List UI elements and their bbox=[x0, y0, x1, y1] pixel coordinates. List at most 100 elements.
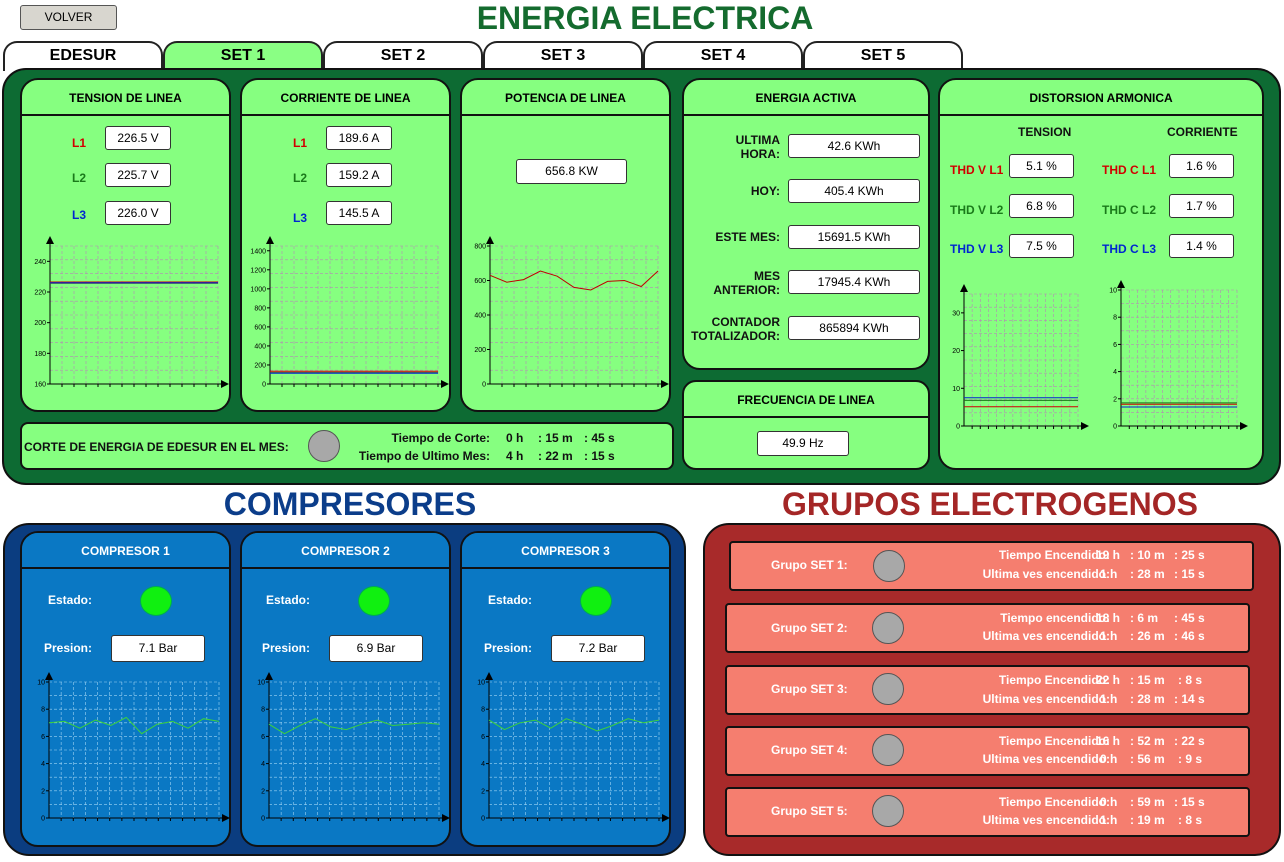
grupo-set-4-a-h: 16 h bbox=[1096, 734, 1121, 748]
corriente-l1-label: L1 bbox=[293, 136, 308, 150]
grupo-set-2-label-b: Ultima ves encendido: bbox=[982, 629, 1110, 643]
distorsion-tension-header: TENSION bbox=[1018, 125, 1072, 139]
compresor-3-presion-value: 7.2 Bar bbox=[551, 635, 645, 662]
chart-y-tick-label: 220 bbox=[34, 290, 46, 297]
thd-tension-chart: 0 10 20 30 bbox=[952, 284, 1089, 431]
compresor-1-title: COMPRESOR 1 bbox=[22, 533, 229, 569]
grupo-set-3-b-h: 1 h bbox=[1100, 692, 1118, 706]
chart-series-line bbox=[488, 718, 660, 732]
corriente-l2-value: 159.2 A bbox=[326, 163, 392, 187]
grupo-set-2-a-s: : 45 s bbox=[1174, 611, 1205, 625]
chart-y-tick-label: 2 bbox=[41, 788, 45, 795]
grupo-set-5-label-b: Ultima ves encendido: bbox=[982, 813, 1110, 827]
compresor-2-presion-value: 6.9 Bar bbox=[329, 635, 423, 662]
corte-bar bbox=[20, 422, 674, 470]
chart-x-axis-arrow bbox=[661, 380, 669, 388]
chart-y-axis-arrow bbox=[46, 236, 54, 244]
chart-y-tick-label: 6 bbox=[1113, 342, 1117, 349]
tab-set-3[interactable]: SET 3 bbox=[483, 41, 643, 71]
frecuencia-title: FRECUENCIA DE LINEA bbox=[684, 382, 928, 418]
chart-x-axis-arrow bbox=[441, 380, 449, 388]
chart-y-axis-arrow bbox=[960, 284, 968, 292]
thd-v-l3-label: THD V L3 bbox=[950, 242, 1004, 256]
compresor-1-presion-label: Presion: bbox=[44, 641, 93, 655]
grupo-set-1-label-a: Tiempo Encendido: bbox=[998, 548, 1110, 562]
potencia-value: 656.8 KW bbox=[516, 159, 627, 184]
page-title: ENERGIA ELECTRICA bbox=[476, 0, 814, 36]
compresor-1-chart: 0 2 4 6 8 10 bbox=[37, 672, 230, 823]
chart-y-tick-label: 0 bbox=[262, 382, 266, 389]
tab-set-5[interactable]: SET 5 bbox=[803, 41, 963, 71]
chart-y-tick-label: 200 bbox=[34, 320, 46, 327]
chart-x-axis-arrow bbox=[1240, 422, 1248, 430]
chart-y-tick-label: 10 bbox=[952, 386, 960, 393]
grupo-set-4-label-a: Tiempo Encendido: bbox=[998, 734, 1110, 748]
chart-y-tick-label: 160 bbox=[34, 382, 46, 389]
grupo-set-4-a-m: : 52 m bbox=[1130, 734, 1165, 748]
compresor-3-title: COMPRESOR 3 bbox=[462, 533, 669, 569]
grupo-set-3-status-indicator bbox=[872, 673, 904, 705]
distorsion-corriente-header: CORRIENTE bbox=[1167, 125, 1238, 139]
energia-contador-label: CONTADOR TOTALIZADOR: bbox=[691, 315, 780, 343]
thd-c-l1-label: THD C L1 bbox=[1102, 163, 1156, 177]
tab-set-4[interactable]: SET 4 bbox=[643, 41, 803, 71]
tab-set-1[interactable]: SET 1 bbox=[163, 41, 323, 71]
volver-button[interactable]: VOLVER bbox=[20, 5, 117, 30]
chart-y-axis-arrow bbox=[485, 672, 493, 680]
compresor-2-estado-label: Estado: bbox=[266, 593, 311, 607]
grupo-set-2-a-m: : 6 m bbox=[1130, 611, 1159, 625]
tiempo-ultimo-h: 4 h bbox=[506, 449, 524, 463]
tab-edesur[interactable]: EDESUR bbox=[3, 41, 163, 71]
frecuencia-value: 49.9 Hz bbox=[757, 431, 849, 456]
chart-y-tick-label: 8 bbox=[41, 707, 45, 714]
grupo-set-2-a-h: 18 h bbox=[1096, 611, 1121, 625]
chart-series-line bbox=[268, 718, 440, 735]
grupo-set-3-b-s: : 14 s bbox=[1174, 692, 1205, 706]
grupo-set-3-card bbox=[725, 665, 1250, 715]
thd-v-l3-value: 7.5 % bbox=[1009, 234, 1074, 258]
energia-hoy-label: HOY: bbox=[750, 184, 780, 198]
grupo-set-5-status-indicator bbox=[872, 795, 904, 827]
chart-y-axis-arrow bbox=[265, 672, 273, 680]
chart-y-tick-label: 600 bbox=[474, 278, 486, 285]
tab-set-2[interactable]: SET 2 bbox=[323, 41, 483, 71]
chart-y-tick-label: 0 bbox=[41, 816, 45, 823]
grupo-set-1-b-s: : 15 s bbox=[1174, 567, 1205, 581]
chart-y-tick-label: 2 bbox=[1113, 396, 1117, 403]
compresor-1-presion-value: 7.1 Bar bbox=[111, 635, 205, 662]
compresor-1-status-led bbox=[140, 586, 172, 616]
thd-v-l1-label: THD V L1 bbox=[950, 163, 1004, 177]
chart-y-tick-label: 10 bbox=[37, 680, 45, 687]
chart-y-tick-label: 4 bbox=[1113, 369, 1117, 376]
grupo-set-4-b-s: : 9 s bbox=[1178, 752, 1203, 766]
compresor-2-presion-label: Presion: bbox=[262, 641, 311, 655]
chart-y-tick-label: 10 bbox=[257, 680, 265, 687]
grupo-set-2-card bbox=[725, 603, 1250, 653]
tiempo-ultimo-s: : 15 s bbox=[584, 449, 615, 463]
chart-y-axis-arrow bbox=[266, 236, 274, 244]
grupo-set-5-a-h: 0 h bbox=[1100, 795, 1118, 809]
corriente-l3-value: 145.5 A bbox=[326, 201, 392, 225]
compresor-1-estado-label: Estado: bbox=[48, 593, 93, 607]
chart-y-tick-label: 1000 bbox=[250, 286, 266, 293]
grupo-set-5-b-h: 1 h bbox=[1100, 813, 1118, 827]
grupo-set-1-b-m: : 28 m bbox=[1130, 567, 1165, 581]
chart-y-tick-label: 600 bbox=[254, 324, 266, 331]
thd-c-l3-label: THD C L3 bbox=[1102, 242, 1156, 256]
compresor-3-presion-label: Presion: bbox=[484, 641, 533, 655]
chart-y-tick-label: 2 bbox=[481, 788, 485, 795]
thd-v-l2-value: 6.8 % bbox=[1009, 194, 1074, 218]
grupo-set-1-a-h: 19 h bbox=[1096, 548, 1121, 562]
chart-y-tick-label: 4 bbox=[261, 761, 265, 768]
energia-mes-anterior-value: 17945.4 KWh bbox=[788, 270, 920, 294]
energia-contador-value: 865894 KWh bbox=[788, 316, 920, 340]
chart-y-tick-label: 0 bbox=[956, 424, 960, 431]
grupo-set-3-a-h: 22 h bbox=[1096, 673, 1121, 687]
grupo-set-4-b-m: : 56 m bbox=[1130, 752, 1165, 766]
grupo-set-1-status-indicator bbox=[873, 550, 905, 582]
chart-y-tick-label: 8 bbox=[261, 707, 265, 714]
compresor-3-status-led bbox=[580, 586, 612, 616]
corte-status-indicator bbox=[308, 430, 340, 462]
grupo-set-1-name: Grupo SET 1: bbox=[771, 558, 848, 572]
chart-y-tick-label: 8 bbox=[1113, 315, 1117, 322]
